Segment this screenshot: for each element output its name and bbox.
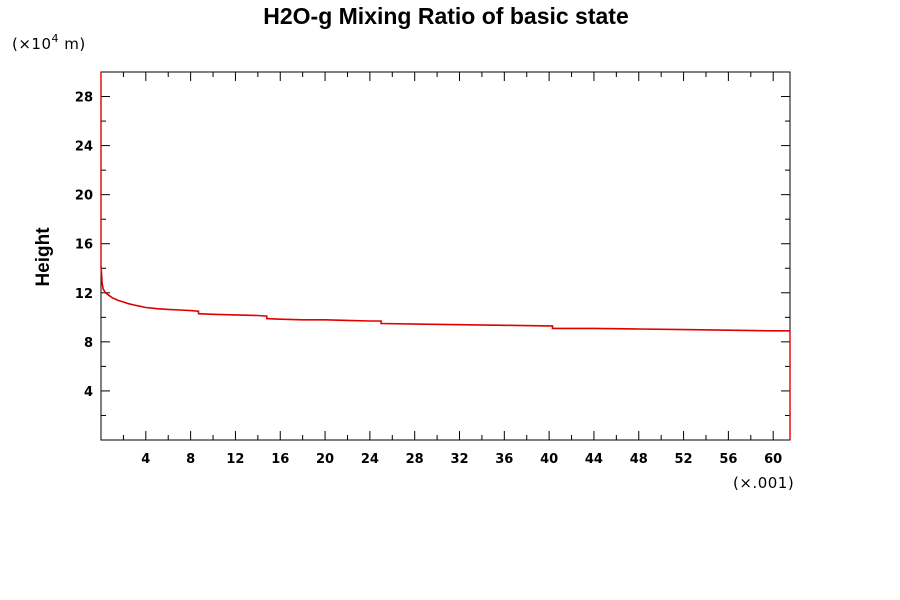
x-tick-label: 40 [540, 452, 558, 467]
y-tick-label: 20 [75, 189, 93, 204]
x-tick-label: 60 [764, 452, 782, 467]
x-tick-label: 52 [675, 452, 693, 467]
x-unit-label: (×.001) [733, 474, 794, 492]
y-tick-label: 8 [84, 336, 93, 351]
x-tick-label: 48 [630, 452, 648, 467]
x-tick-label: 12 [226, 452, 244, 467]
y-tick-label: 28 [75, 91, 93, 106]
x-tick-label: 24 [361, 452, 379, 467]
x-tick-label: 20 [316, 452, 334, 467]
y-unit-label: (×104 m) [12, 32, 86, 53]
axis-ticks [101, 72, 790, 440]
y-unit-exponent: 4 [52, 32, 60, 45]
x-tick-label: 56 [719, 452, 737, 467]
x-tick-label: 44 [585, 452, 603, 467]
x-tick-label: 28 [406, 452, 424, 467]
data-series [100, 72, 791, 440]
x-tick-label: 32 [450, 452, 468, 467]
chart-title: H2O-g Mixing Ratio of basic state [263, 3, 629, 29]
x-tick-label: 16 [271, 452, 289, 467]
plot-frame [100, 71, 791, 441]
x-tick-label: 4 [141, 452, 150, 467]
y-tick-label: 24 [75, 140, 93, 155]
y-unit-open: (×10 [12, 35, 52, 53]
x-tick-label: 36 [495, 452, 513, 467]
y-tick-label: 16 [75, 238, 93, 253]
y-tick-label: 12 [75, 287, 93, 302]
x-tick-label: 8 [186, 452, 195, 467]
y-axis-label: Height [33, 227, 54, 287]
y-tick-label: 4 [84, 385, 93, 400]
series-line [100, 265, 790, 332]
y-unit-close: m) [59, 35, 86, 53]
